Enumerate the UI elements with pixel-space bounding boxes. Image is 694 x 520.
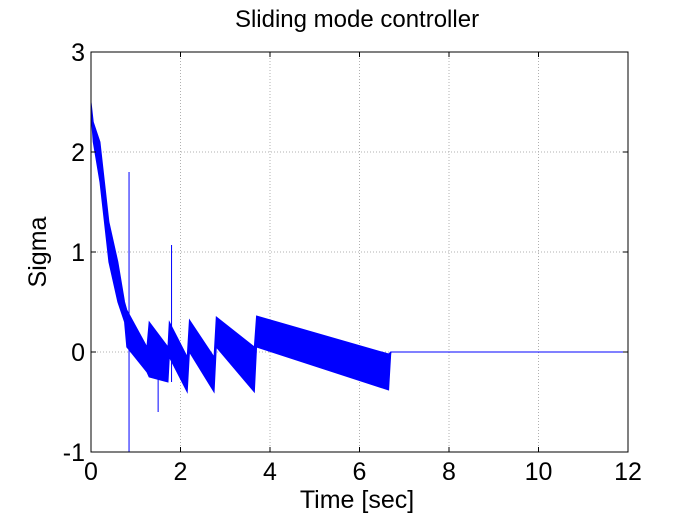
x-tick-label: 12 (614, 458, 642, 486)
x-tick-labels: 0 2 4 6 8 10 12 (84, 458, 642, 486)
y-tick-label: 2 (71, 139, 85, 167)
x-tick-label: 10 (525, 458, 553, 486)
x-tick-label: 2 (174, 458, 188, 486)
ticks (90, 51, 629, 453)
x-tick-label: 6 (353, 458, 367, 486)
y-axis-label: Sigma (24, 216, 52, 287)
chart-title: Sliding mode controller (235, 6, 479, 33)
x-tick-label: 0 (84, 458, 98, 486)
series-line (90, 106, 628, 377)
x-axis-label: Time [sec] (300, 486, 414, 514)
y-tick-label: 3 (71, 39, 85, 67)
y-tick-label: -1 (63, 439, 85, 467)
y-tick-label: 1 (71, 239, 85, 267)
y-tick-labels: -1 0 1 2 3 (63, 39, 85, 467)
y-tick-label: 0 (71, 339, 85, 367)
series-layer (90, 101, 628, 452)
x-tick-label: 4 (263, 458, 277, 486)
x-tick-label: 8 (442, 458, 456, 486)
